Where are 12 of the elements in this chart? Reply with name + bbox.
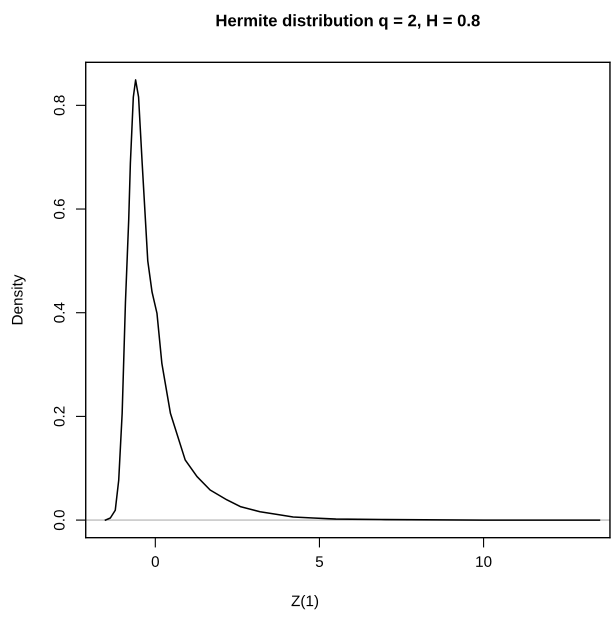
- x-axis-title: Z(1): [292, 595, 318, 610]
- x-tick-label: 0: [152, 556, 159, 567]
- y-tick-label: 0.4: [54, 302, 65, 323]
- line-series: [104, 79, 600, 521]
- x-tick-label: 10: [476, 556, 492, 567]
- y-tick-label: 0.0: [54, 510, 65, 530]
- y-tick-label: 0.2: [54, 406, 65, 426]
- y-axis-title: Density: [11, 274, 26, 324]
- y-tick-label: 0.8: [54, 95, 65, 116]
- y-tick-label: 0.6: [54, 199, 65, 220]
- x-tick-label: 5: [316, 556, 324, 567]
- chart-title: Hermite distribution q = 2, H = 0.8: [216, 14, 480, 30]
